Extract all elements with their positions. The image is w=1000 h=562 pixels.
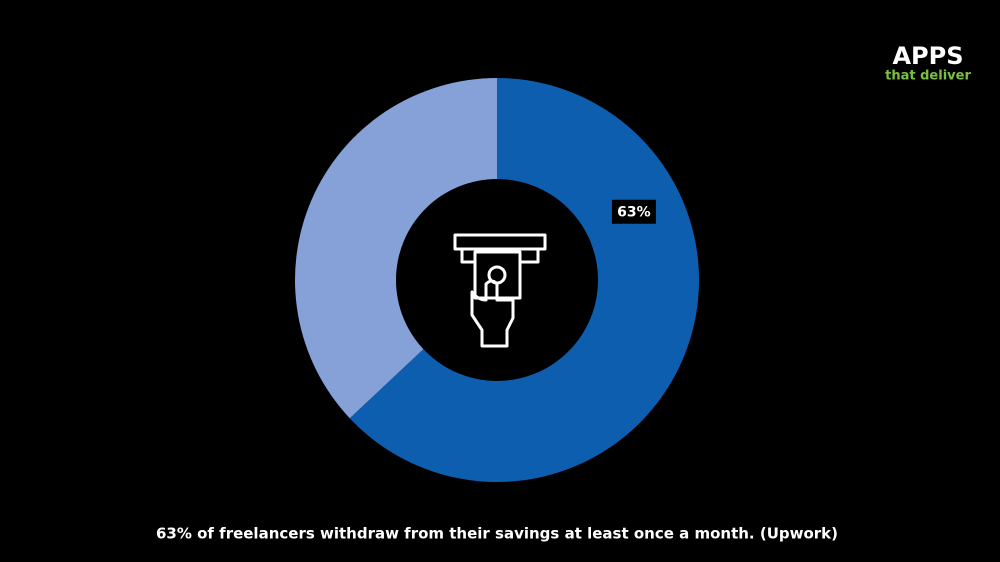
caption: 63% of freelancers withdraw from their s… [156,525,838,543]
donut-hole [396,179,598,381]
value-label-box [611,199,656,224]
logo-tagline: that deliver [885,69,971,84]
slice [295,78,497,419]
value-label: 63% [617,205,651,221]
logo-title: APPS [892,42,963,70]
atm-icon [453,233,547,348]
